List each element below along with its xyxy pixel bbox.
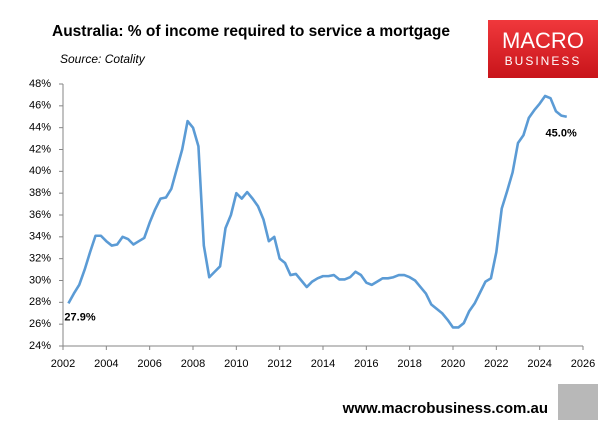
y-tick-label: 44% [29,122,51,134]
chart-subtitle: Source: Cotality [60,52,146,66]
data-line [67,94,568,329]
y-tick-label: 28% [29,296,51,308]
x-tick-label: 2018 [397,358,421,370]
y-tick-label: 34% [29,231,51,243]
y-tick-label: 36% [29,209,51,221]
y-tick-label: 46% [29,100,51,112]
y-tick-label: 40% [29,165,51,177]
x-tick-label: 2022 [484,358,508,370]
logo-icon [558,384,598,420]
chart-title: Australia: % of income required to servi… [52,23,450,40]
y-tick-label: 48% [29,78,51,90]
x-tick-label: 2016 [354,358,378,370]
footer-url: www.macrobusiness.com.au [342,400,548,417]
logo-text: BUSINESS [505,54,582,68]
x-tick-label: 2010 [224,358,248,370]
x-tick-label: 2026 [571,358,595,370]
x-tick-label: 2014 [311,358,335,370]
x-tick-label: 2020 [441,358,465,370]
x-tick-label: 2012 [267,358,291,370]
x-tick-label: 2024 [527,358,551,370]
y-tick-label: 42% [29,143,51,155]
y-tick-label: 30% [29,274,51,286]
logo-text: MACRO [502,28,584,53]
data-label: 45.0% [546,128,577,140]
data-label: 27.9% [64,311,95,323]
x-tick-label: 2006 [137,358,161,370]
x-tick-label: 2008 [181,358,205,370]
y-tick-label: 26% [29,318,51,330]
y-tick-label: 38% [29,187,51,199]
y-tick-label: 24% [29,340,51,352]
logo-box [488,20,598,78]
x-tick-label: 2004 [94,358,118,370]
x-tick-label: 2002 [51,358,75,370]
y-tick-label: 32% [29,253,51,265]
